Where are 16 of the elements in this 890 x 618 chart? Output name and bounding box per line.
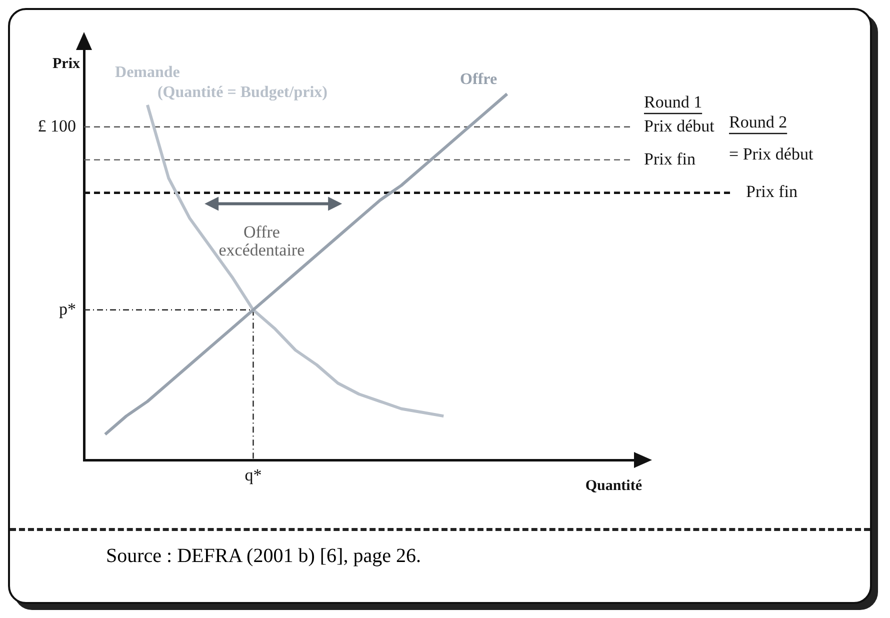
text: Round 1 [644,92,702,112]
text: Demande [115,64,180,82]
series-label: Offre [460,71,498,88]
ref-line-label: Prix fin [644,149,696,168]
annotation: (Quantité = Budget/prix) [157,84,328,102]
ref-line-label: Prix début [644,116,715,136]
y-axis-title: Prix [52,56,80,72]
text: £ 100 [38,116,76,136]
ref-line-label: Prix fin [746,182,798,202]
annotation: Offre excédentaire [218,222,305,260]
ref-line-label: p* [59,299,76,318]
text: q* [244,465,262,484]
source-note: Source : DEFRA (2001 b) [6], page 26. [106,545,422,568]
x-axis-title: Quantité [585,478,642,494]
text: = Prix début [729,144,814,164]
text: Round 2 [729,112,788,132]
